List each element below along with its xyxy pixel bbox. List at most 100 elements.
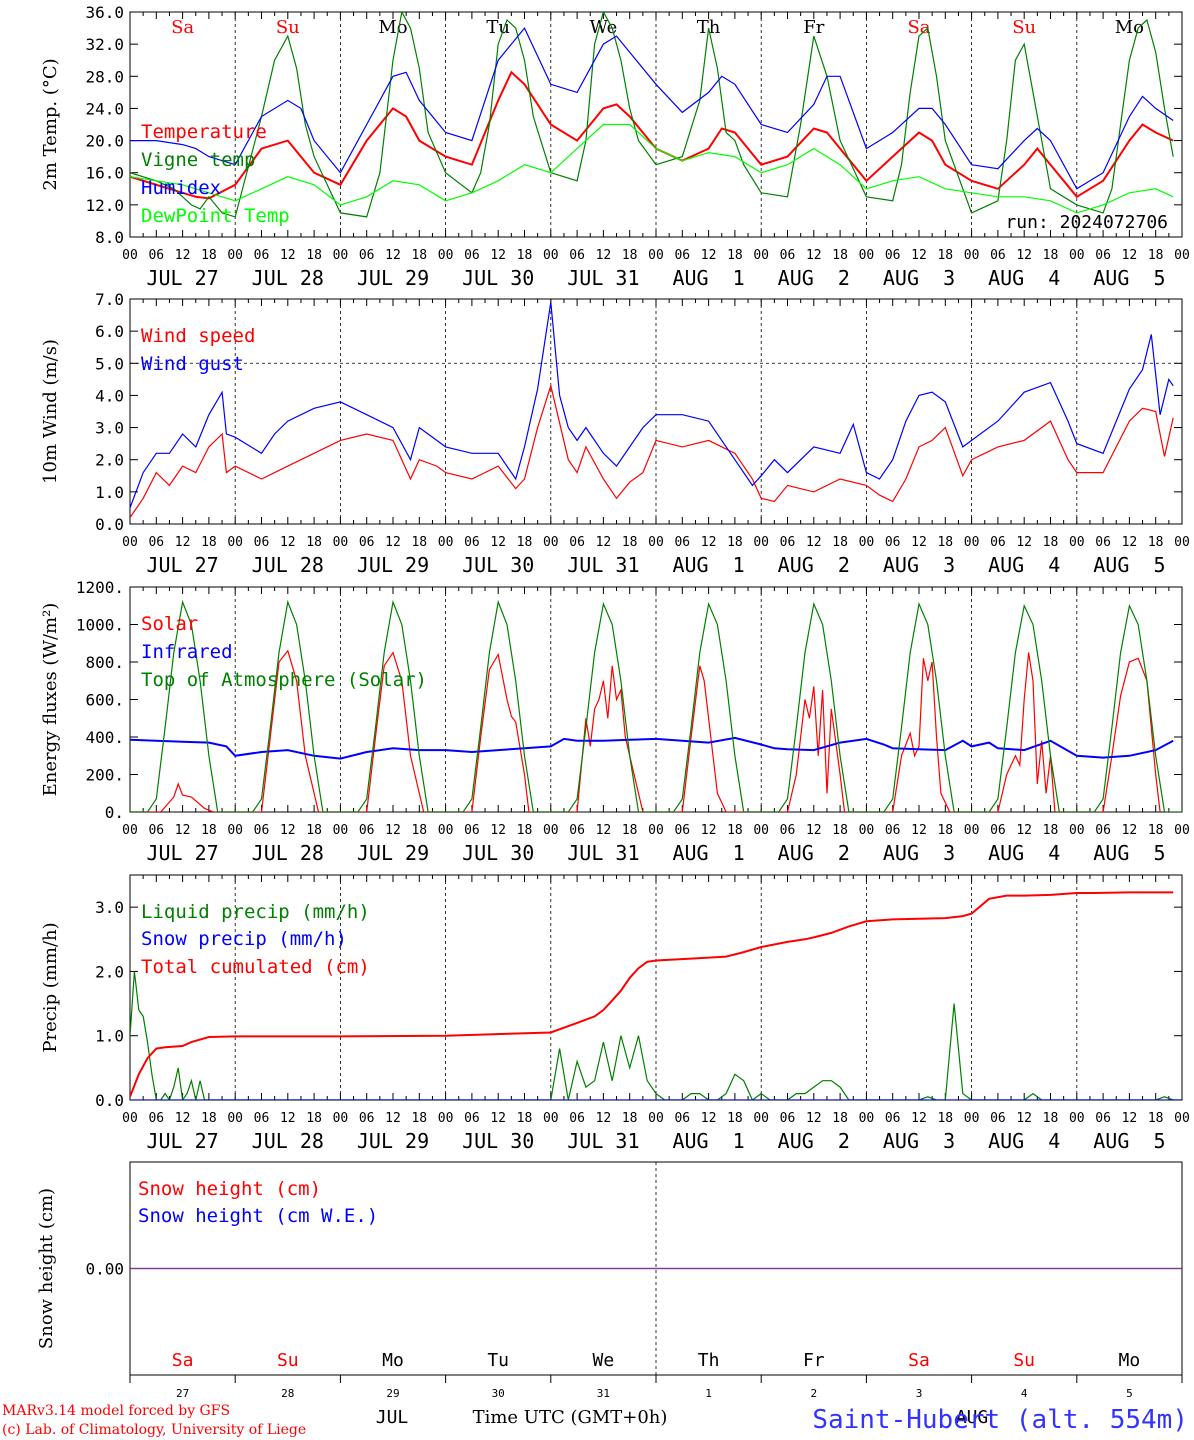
hour-tick-label: 18 bbox=[1148, 248, 1164, 263]
hour-tick-label: 18 bbox=[727, 823, 743, 838]
hour-tick-label: 06 bbox=[359, 248, 375, 263]
hour-tick-label: 00 bbox=[227, 823, 243, 838]
hour-tick-label: 18 bbox=[937, 1111, 953, 1126]
hour-tick-label: 12 bbox=[806, 248, 822, 263]
date-label: AUG 5 bbox=[1093, 841, 1165, 865]
hour-tick-label: 18 bbox=[1148, 535, 1164, 550]
hour-tick-label: 00 bbox=[859, 535, 875, 550]
hour-tick-label: 12 bbox=[490, 823, 506, 838]
hour-tick-label: 12 bbox=[175, 823, 191, 838]
hour-tick-label: 12 bbox=[911, 1111, 927, 1126]
hour-tick-label: 00 bbox=[753, 823, 769, 838]
hour-tick-label: 12 bbox=[701, 823, 717, 838]
hour-tick-label: 12 bbox=[280, 823, 296, 838]
legend-entry: Top of Atmosphere (Solar) bbox=[141, 669, 427, 691]
series-line-wind-gust bbox=[130, 302, 1174, 509]
y-tick-label: 28.0 bbox=[85, 67, 124, 86]
date-label: JUL 31 bbox=[567, 1129, 639, 1153]
hour-tick-label: 00 bbox=[859, 1111, 875, 1126]
panel-3: 00 06 12 18 JUL 27 00 06 12 18 JUL 28 00 06 12 18 JUL … bbox=[40, 578, 1190, 865]
hour-tick-label: 06 bbox=[569, 535, 585, 550]
series-group bbox=[130, 12, 1174, 218]
hour-tick-label: 12 bbox=[1122, 1111, 1138, 1126]
legend-entry: Solar bbox=[141, 613, 198, 635]
hour-tick-label: 18 bbox=[306, 535, 322, 550]
hour-tick-label: 06 bbox=[1095, 823, 1111, 838]
hour-tick-label: 12 bbox=[280, 1111, 296, 1126]
hour-tick-label: 06 bbox=[1095, 1111, 1111, 1126]
hour-tick-label: 06 bbox=[359, 535, 375, 550]
date-label: AUG 1 bbox=[672, 266, 744, 290]
date-label: AUG 3 bbox=[883, 841, 955, 865]
hour-tick-label: 18 bbox=[201, 535, 217, 550]
y-tick-label: 16.0 bbox=[85, 164, 124, 183]
date-label: AUG 2 bbox=[778, 1129, 850, 1153]
panel-4: 00 06 12 18 JUL 27 00 06 12 18 JUL 28 00 06 12 18 JUL … bbox=[40, 874, 1190, 1153]
hour-tick-label: 12 bbox=[280, 535, 296, 550]
date-label: JUL 27 bbox=[146, 841, 218, 865]
y-tick-label: 2.0 bbox=[95, 962, 124, 981]
hour-tick-label: 18 bbox=[1043, 823, 1059, 838]
date-label: AUG 5 bbox=[1093, 553, 1165, 577]
hour-tick-label: 06 bbox=[780, 535, 796, 550]
hour-tick-label: 18 bbox=[727, 535, 743, 550]
day-number-label: 31 bbox=[597, 1387, 610, 1400]
hour-tick-label: 12 bbox=[385, 248, 401, 263]
weekday-label: Mo bbox=[382, 1350, 404, 1371]
weekday-label: Sa bbox=[908, 1350, 930, 1371]
series-line-total-cumulated-cm bbox=[130, 891, 1174, 1098]
hour-tick-label: 06 bbox=[990, 248, 1006, 263]
hour-tick-label: 00 bbox=[227, 535, 243, 550]
legend-entry: Liquid precip (mm/h) bbox=[141, 901, 370, 923]
hour-tick-label: 06 bbox=[780, 1111, 796, 1126]
hour-tick-label: 18 bbox=[832, 1111, 848, 1126]
hour-tick-label: 06 bbox=[990, 1111, 1006, 1126]
hour-tick-label: 06 bbox=[148, 1111, 164, 1126]
hour-tick-label: 00 bbox=[964, 535, 980, 550]
hour-tick-label: 00 bbox=[122, 823, 138, 838]
hour-tick-label: 06 bbox=[674, 535, 690, 550]
hour-tick-label: 06 bbox=[569, 823, 585, 838]
legend-entry: Infrared bbox=[141, 641, 233, 663]
hour-tick-label: 00 bbox=[753, 248, 769, 263]
hour-tick-label: 00 bbox=[1069, 248, 1085, 263]
hour-tick-label: 06 bbox=[674, 823, 690, 838]
day-number-label: 1 bbox=[705, 1387, 712, 1400]
day-number-label: 3 bbox=[916, 1387, 923, 1400]
hour-tick-label: 18 bbox=[622, 248, 638, 263]
hour-tick-label: 12 bbox=[490, 248, 506, 263]
hour-tick-label: 06 bbox=[990, 823, 1006, 838]
hour-tick-label: 18 bbox=[201, 1111, 217, 1126]
hour-tick-label: 18 bbox=[306, 1111, 322, 1126]
hour-tick-label: 06 bbox=[885, 823, 901, 838]
y-axis-label: Energy fluxes (W/m²) bbox=[40, 603, 61, 797]
y-tick-label: 7.0 bbox=[95, 290, 124, 309]
y-tick-label: 6.0 bbox=[95, 322, 124, 341]
legend-entry: Temperature bbox=[141, 121, 267, 143]
series-line-vigne-temp bbox=[130, 12, 1174, 218]
day-number-label: 2 bbox=[810, 1387, 817, 1400]
date-label: AUG 4 bbox=[988, 841, 1060, 865]
hour-tick-label: 12 bbox=[1016, 1111, 1032, 1126]
date-label: JUL 29 bbox=[357, 1129, 429, 1153]
hour-tick-label: 12 bbox=[596, 823, 612, 838]
hour-tick-label: 00 bbox=[543, 535, 559, 550]
hour-tick-label: 18 bbox=[937, 535, 953, 550]
hour-tick-label: 18 bbox=[727, 248, 743, 263]
series-line-liquid-precip-mm-h bbox=[130, 971, 1182, 1100]
hour-tick-label: 00 bbox=[122, 1111, 138, 1126]
x-axis-title: Time UTC (GMT+0h) bbox=[473, 1407, 668, 1428]
y-axis-label: 2m Temp. (°C) bbox=[40, 58, 61, 190]
date-label: JUL 28 bbox=[252, 1129, 324, 1153]
date-label: JUL 28 bbox=[252, 841, 324, 865]
date-label: JUL 29 bbox=[357, 841, 429, 865]
hour-tick-label: 00 bbox=[333, 1111, 349, 1126]
weekday-label: We bbox=[593, 1350, 615, 1371]
series-line-solar bbox=[130, 649, 1161, 812]
date-label: AUG 3 bbox=[883, 553, 955, 577]
legend-entry: Vigne temp bbox=[141, 149, 255, 171]
y-tick-label: 8.0 bbox=[95, 228, 124, 247]
hour-tick-label: 00 bbox=[1069, 1111, 1085, 1126]
hour-tick-label: 12 bbox=[280, 248, 296, 263]
hour-tick-label: 18 bbox=[517, 823, 533, 838]
